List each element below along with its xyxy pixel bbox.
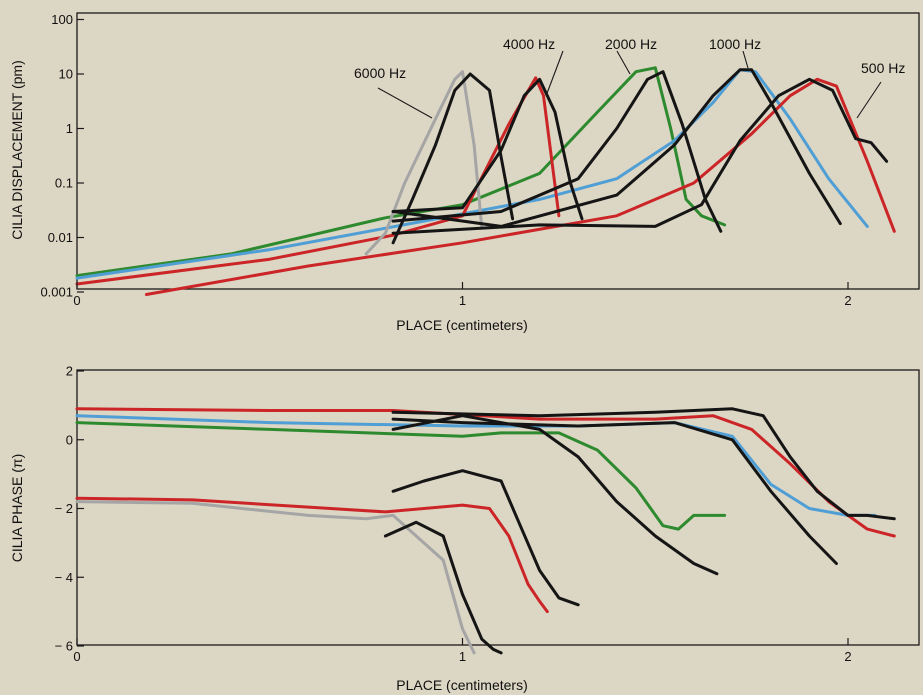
phase-y-tick-label: 0 <box>66 432 73 447</box>
phase-series-6 <box>383 520 503 655</box>
pointer-1000hz <box>742 50 749 69</box>
phase-x-ticks: 0 1 2 <box>73 638 852 664</box>
displacement-series-2 <box>75 68 869 280</box>
phase-x-axis-label: PLACE (centimeters) <box>396 677 527 693</box>
displacement-y-ticks: 100 10 1 0.1 0.01 0.001 <box>40 12 84 300</box>
phase-series-2 <box>75 414 877 517</box>
pointer-4000hz <box>545 50 564 97</box>
label-2000hz: 2000 Hz <box>605 36 657 52</box>
displacement-y-tick-label: 100 <box>51 12 73 27</box>
displacement-series-group <box>75 66 896 296</box>
phase-y-tick-label: − 2 <box>55 501 73 516</box>
phase-y-tick-label: − 6 <box>55 639 73 654</box>
displacement-series-8 <box>391 70 723 233</box>
displacement-y-tick-label: 0.001 <box>40 285 73 300</box>
label-6000hz: 6000 Hz <box>354 65 406 81</box>
phase-x-tick-label: 2 <box>844 649 851 664</box>
phase-y-tick-label: 2 <box>66 364 73 379</box>
phase-x-tick-label: 0 <box>73 649 80 664</box>
phase-series-5 <box>75 500 476 655</box>
phase-x-tick-label: 1 <box>459 649 466 664</box>
label-4000hz: 4000 Hz <box>503 36 555 52</box>
displacement-y-axis-label: CILIA DISPLACEMENT (pm) <box>9 60 25 239</box>
phase-series-7 <box>391 469 580 607</box>
phase-series-9 <box>391 417 838 565</box>
phase-series-10 <box>391 407 896 521</box>
frequency-annotations <box>377 50 882 119</box>
phase-plot-area <box>76 369 920 646</box>
displacement-series-10 <box>391 77 889 235</box>
displacement-x-ticks: 0 1 2 <box>73 282 852 308</box>
displacement-y-tick-label: 1 <box>66 121 73 136</box>
phase-y-tick-label: − 4 <box>55 570 73 585</box>
displacement-y-tick-label: 0.1 <box>55 176 73 191</box>
phase-series-1 <box>75 421 727 531</box>
phase-y-axis-label: CILIA PHASE (π) <box>9 454 25 562</box>
displacement-y-tick-label: 10 <box>59 67 73 82</box>
pointer-500hz <box>856 81 882 119</box>
displacement-plot-area <box>76 12 920 290</box>
phase-y-ticks: 2 0 − 2 − 4 − 6 <box>55 364 84 654</box>
displacement-series-7 <box>391 77 584 221</box>
displacement-x-axis-label: PLACE (centimeters) <box>396 317 527 333</box>
displacement-x-tick-label: 0 <box>73 293 80 308</box>
displacement-series-6 <box>391 72 515 245</box>
displacement-series-4 <box>144 77 896 296</box>
phase-series-4 <box>75 496 549 614</box>
displacement-panel: 100 10 1 0.1 0.01 0.001 0 1 2 CILIA DISPLACEMEN… <box>9 12 920 333</box>
displacement-series-5 <box>364 70 484 256</box>
displacement-x-tick-label: 2 <box>844 293 851 308</box>
displacement-series-1 <box>75 66 727 278</box>
displacement-series-9 <box>391 68 842 228</box>
displacement-series-3 <box>75 76 561 286</box>
pointer-6000hz <box>377 87 433 119</box>
displacement-x-tick-label: 1 <box>459 293 466 308</box>
phase-panel: 2 0 − 2 − 4 − 6 0 1 2 CILIA PHASE (π) PLACE (c… <box>9 364 920 693</box>
label-500hz: 500 Hz <box>861 60 905 76</box>
pointer-2000hz <box>616 50 631 75</box>
displacement-y-tick-label: 0.01 <box>48 230 73 245</box>
phase-series-8 <box>391 414 719 576</box>
label-1000hz: 1000 Hz <box>709 36 761 52</box>
phase-series-group <box>75 407 896 655</box>
